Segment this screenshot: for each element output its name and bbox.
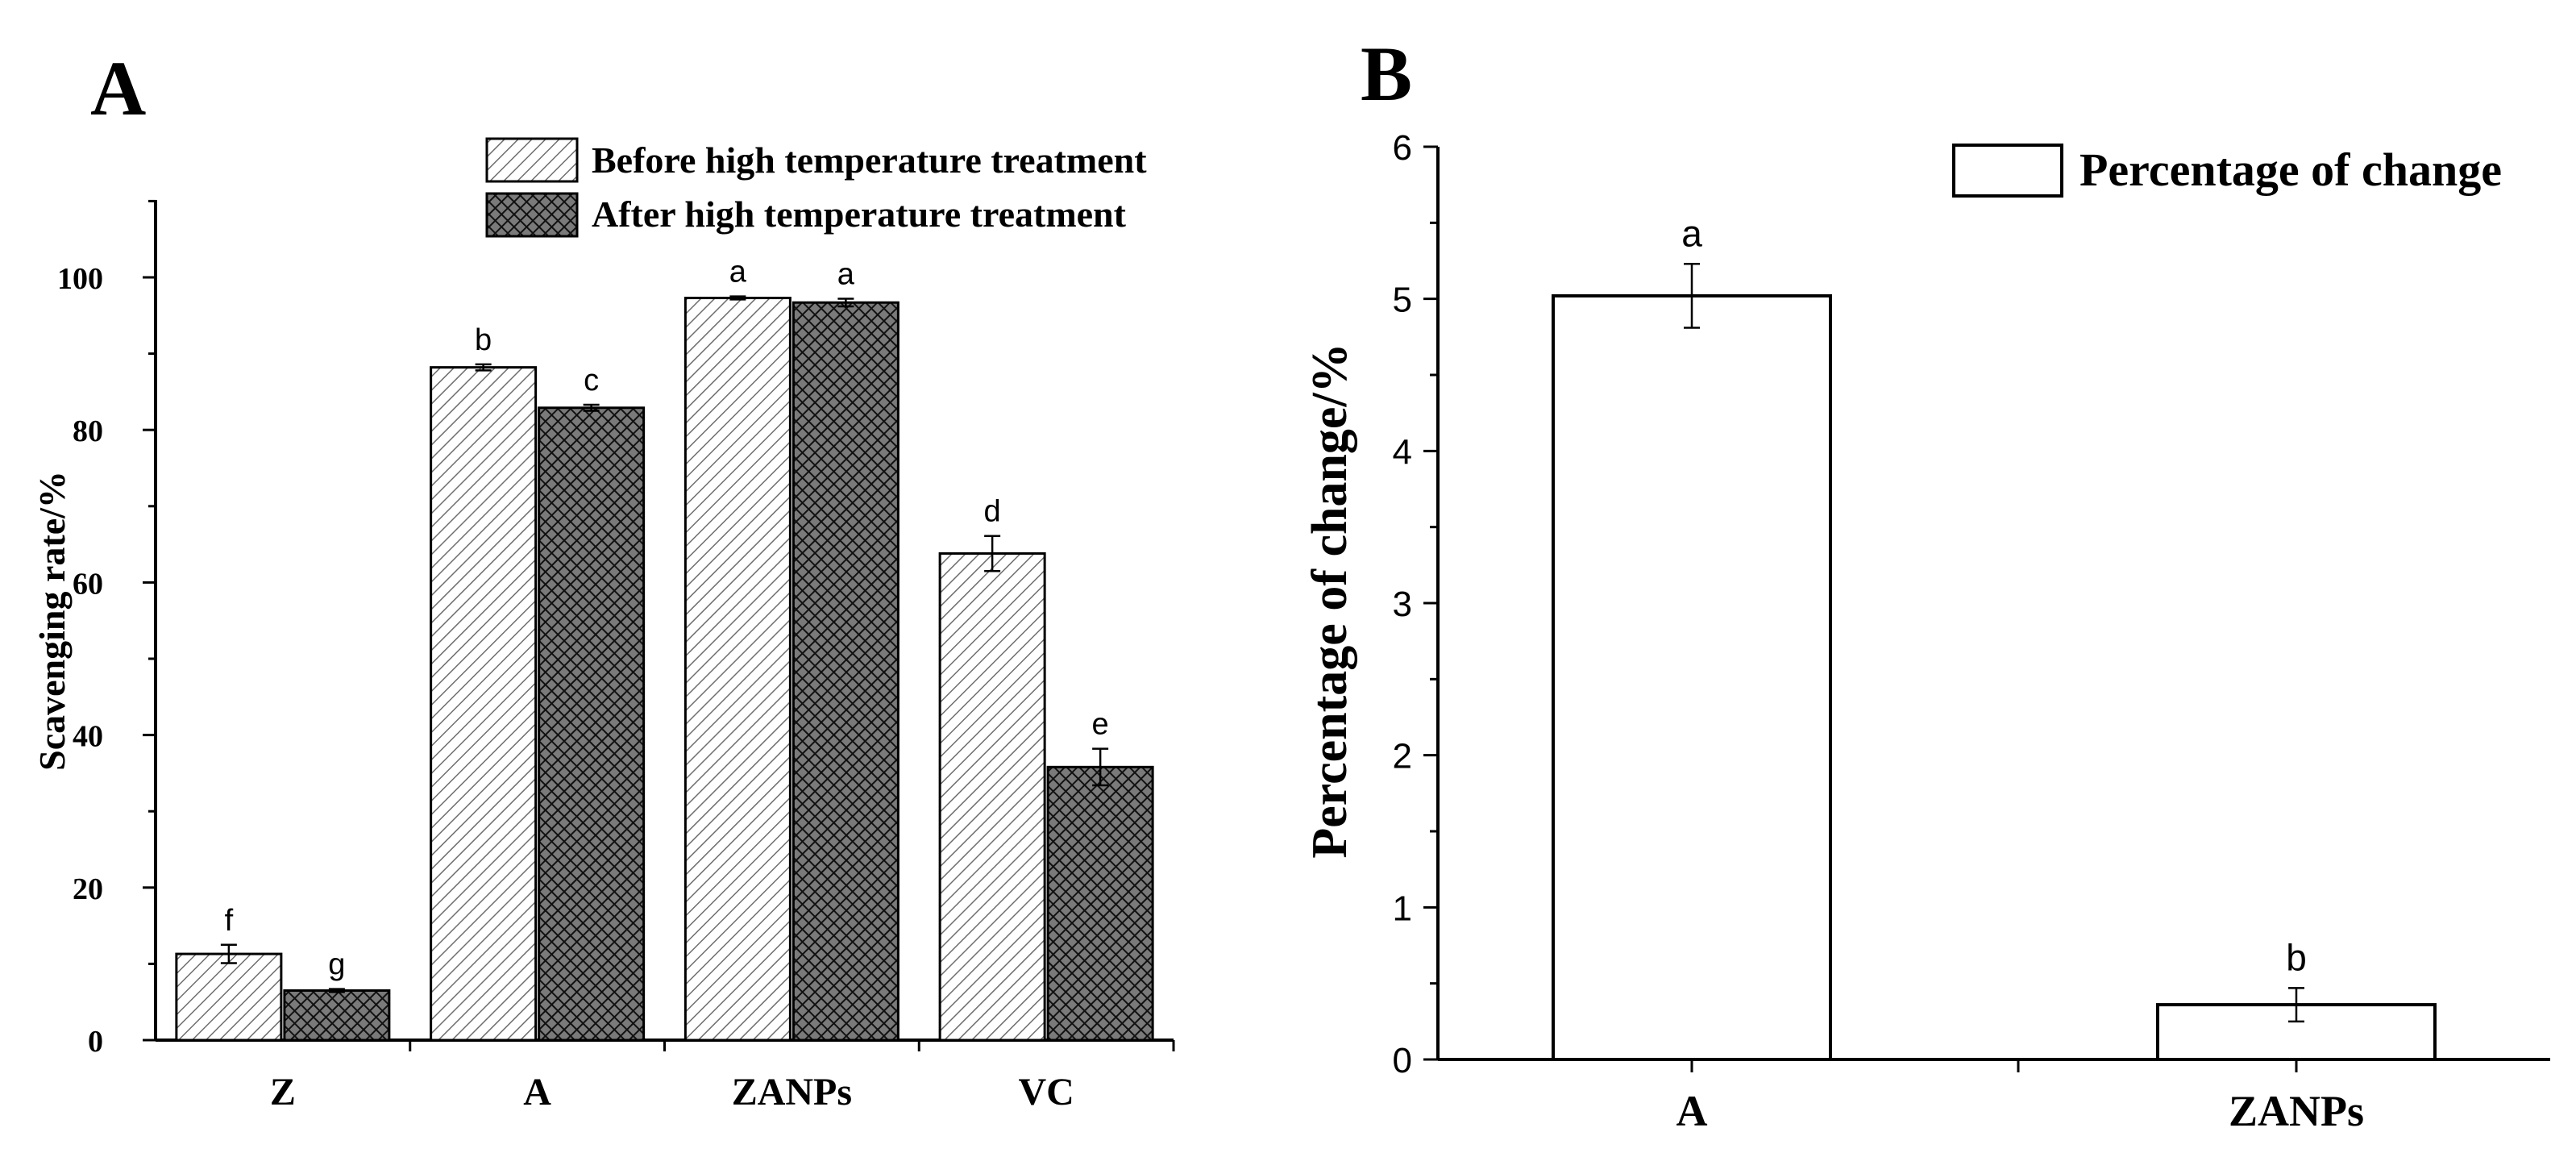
panel-a-legend: Before high temperature treatment After … [485, 137, 1147, 238]
panel-a-y-tick-label: 60 [73, 567, 103, 601]
panel-a-y-ticks: 0 20 40 60 80 100 [57, 199, 156, 1059]
panel-b-y-tick-label: 6 [1393, 128, 1412, 168]
panel-a-y-tick-label: 20 [73, 872, 103, 906]
panel-b-y-tick-label: 0 [1393, 1041, 1412, 1080]
panel-a-x-tick-label: Z [270, 1071, 296, 1113]
panel-b-label: B [1361, 31, 1412, 117]
panel-b-y-tick-label: 1 [1393, 889, 1412, 928]
panel-a: A 0 20 40 60 80 100 Z A ZANPs VC f g b c a a d e Scaven… [31, 45, 1175, 1113]
panel-b-x-tick-label: A [1676, 1087, 1708, 1135]
significance-letter: e [1092, 708, 1109, 742]
significance-letter: b [475, 323, 492, 357]
bar-a-percentage [1552, 293, 1832, 1062]
bar-vc-after [1046, 765, 1154, 1042]
legend-swatch-before [485, 137, 579, 183]
panel-b-y-axis-label: Percentage of change/% [1303, 343, 1357, 858]
significance-letter: a [837, 257, 855, 291]
significance-letter: a [1681, 212, 1702, 254]
panel-a-bars: f g b c a a d e [175, 256, 1154, 1042]
bar-z-before [175, 952, 283, 1042]
panel-a-y-tick-label: 100 [57, 262, 103, 296]
panel-b-y-tick-label: 2 [1393, 737, 1412, 776]
bar-a-before [430, 366, 538, 1042]
bar-a-after [538, 406, 646, 1042]
panel-b-x-tick-label: ZANPs [2229, 1087, 2364, 1135]
legend-swatch-percentage [1952, 144, 2063, 198]
panel-b-y-ticks: 0 1 2 3 4 5 6 [1393, 128, 1438, 1080]
panel-a-x-tick-label: ZANPs [732, 1071, 852, 1113]
panel-a-x-ticks: Z A ZANPs VC [270, 1040, 1175, 1113]
legend-label-after: After high temperature treatment [592, 194, 1127, 235]
significance-letter: a [729, 256, 747, 289]
panel-b-y-tick-label: 3 [1393, 585, 1412, 624]
panel-a-x-tick-label: VC [1018, 1071, 1074, 1113]
legend-swatch-after [485, 192, 579, 238]
panel-a-label: A [90, 45, 146, 131]
panel-b-legend: Percentage of change [1952, 144, 2502, 198]
bar-vc-before [938, 552, 1046, 1042]
panel-a-y-tick-label: 40 [73, 720, 103, 754]
bar-zanps-after [791, 301, 900, 1042]
legend-label-before: Before high temperature treatment [592, 139, 1147, 181]
bar-zanps-before [683, 297, 791, 1042]
panel-a-y-axis-label: Scavenging rate/% [31, 471, 73, 771]
panel-b-y-tick-label: 4 [1393, 432, 1412, 472]
panel-a-y-tick-label: 0 [88, 1025, 103, 1059]
significance-letter: c [584, 364, 599, 398]
significance-letter: d [984, 495, 1001, 529]
panel-a-y-tick-label: 80 [73, 414, 103, 448]
panel-a-x-tick-label: A [523, 1071, 551, 1113]
bar-z-after [283, 989, 391, 1042]
panel-b-x-ticks: A ZANPs [1676, 1059, 2364, 1135]
legend-label-percentage: Percentage of change [2079, 144, 2502, 196]
significance-letter: f [225, 904, 234, 938]
panel-b-y-tick-label: 5 [1393, 281, 1412, 320]
panel-b-bars: ab [1552, 212, 2437, 1062]
significance-letter: b [2286, 936, 2307, 978]
significance-letter: g [328, 948, 345, 982]
